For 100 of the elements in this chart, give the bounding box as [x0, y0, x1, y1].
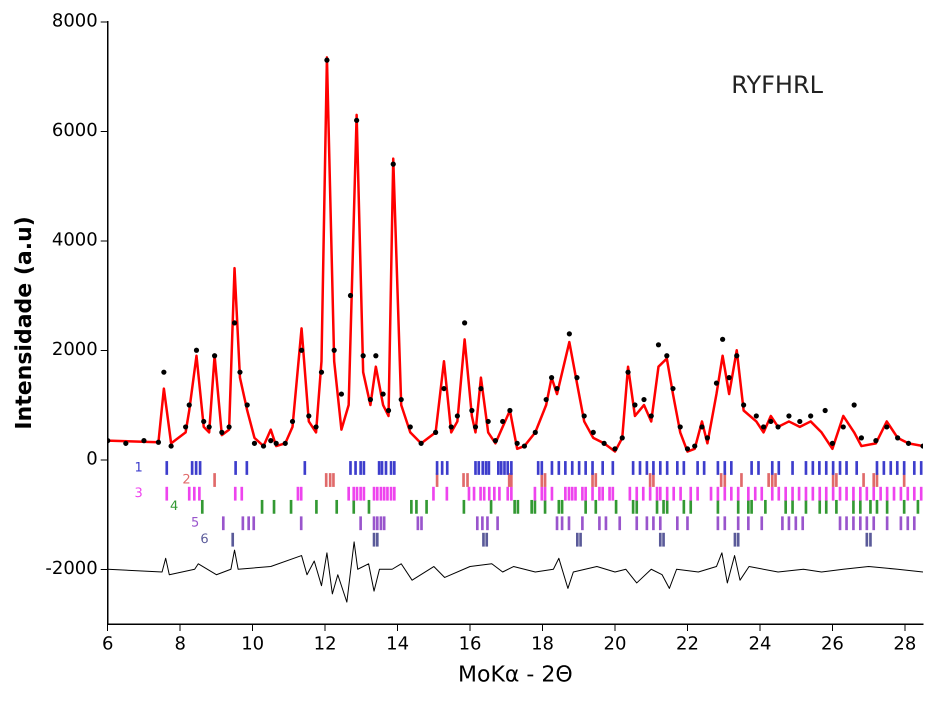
x-tick-label: 10	[241, 633, 264, 654]
x-tick-label: 22	[676, 633, 699, 654]
bar	[818, 461, 821, 475]
y-tick-label: -2000	[45, 558, 98, 579]
bar	[490, 500, 492, 514]
bar	[835, 500, 838, 514]
bar	[784, 486, 787, 501]
bar	[392, 461, 396, 475]
bar	[506, 461, 510, 475]
bar	[886, 486, 888, 501]
bar	[356, 486, 358, 501]
bar	[676, 461, 679, 475]
bar	[598, 516, 601, 530]
bar	[679, 486, 682, 501]
bar	[682, 500, 686, 514]
bar	[696, 486, 699, 501]
bar	[889, 461, 892, 475]
y-tick-label: 8000	[52, 10, 98, 32]
bar	[696, 461, 699, 475]
x-tick-label: 20	[604, 633, 626, 654]
x-tick-label: 14	[386, 633, 410, 654]
bar	[188, 486, 191, 501]
bar	[466, 473, 469, 487]
bar	[213, 473, 216, 487]
bar	[906, 486, 910, 501]
bar	[440, 461, 444, 475]
bar	[716, 516, 720, 530]
bar	[770, 486, 774, 501]
bar	[845, 461, 848, 475]
bar	[488, 486, 491, 501]
bar	[516, 500, 520, 514]
bar	[503, 461, 506, 475]
bar	[858, 516, 862, 530]
bar	[380, 461, 384, 475]
bar	[906, 516, 910, 530]
bar	[372, 516, 376, 530]
bar	[493, 486, 496, 501]
bar	[476, 516, 479, 530]
bar	[481, 516, 484, 530]
bar	[666, 461, 669, 475]
bar	[300, 516, 303, 530]
bar	[658, 461, 662, 475]
bar	[872, 486, 876, 501]
bar	[359, 461, 362, 475]
bar	[252, 516, 256, 530]
bar	[354, 461, 357, 475]
bar	[242, 516, 244, 530]
bar	[648, 486, 652, 501]
bar	[838, 461, 842, 475]
bar	[534, 486, 536, 501]
bar	[900, 486, 902, 501]
bar	[376, 486, 379, 501]
bar	[652, 461, 655, 475]
bar	[838, 486, 842, 501]
bar	[425, 500, 428, 514]
x-axis-title: MoKα - 2Θ	[458, 662, 573, 688]
bar	[866, 516, 868, 530]
bar	[544, 500, 546, 514]
bar	[777, 461, 780, 475]
bar	[568, 516, 570, 530]
series-label: 3	[134, 486, 143, 502]
bar	[390, 486, 392, 501]
bar	[608, 486, 611, 501]
bar	[618, 516, 622, 530]
bar	[747, 486, 750, 501]
bar	[231, 532, 234, 547]
x-tick-label: 6	[102, 633, 114, 654]
bar	[788, 516, 790, 530]
bar	[723, 461, 726, 475]
bar	[824, 461, 828, 475]
bar	[482, 486, 486, 501]
bar	[852, 516, 855, 530]
bar	[479, 486, 482, 501]
bar	[676, 516, 679, 530]
bar	[876, 500, 878, 514]
bar	[730, 486, 733, 501]
bar	[872, 516, 876, 530]
bar	[558, 461, 560, 475]
bar	[682, 461, 686, 475]
bar	[247, 516, 250, 530]
bar	[862, 473, 865, 487]
bar	[380, 516, 382, 530]
bar	[710, 486, 712, 501]
bar	[484, 461, 488, 475]
bar	[632, 461, 634, 475]
bar	[372, 486, 376, 501]
bar	[852, 500, 855, 514]
bar	[886, 516, 888, 530]
bar	[477, 461, 480, 475]
bar	[777, 486, 780, 501]
bar	[767, 473, 770, 487]
bar	[601, 486, 604, 501]
bar	[835, 473, 838, 487]
x-tick-label: 16	[458, 633, 482, 654]
bar	[579, 532, 582, 547]
bar	[892, 486, 896, 501]
bar	[794, 516, 798, 530]
bar	[824, 486, 828, 501]
x-tick-label: 26	[820, 633, 844, 654]
bar	[165, 486, 168, 501]
